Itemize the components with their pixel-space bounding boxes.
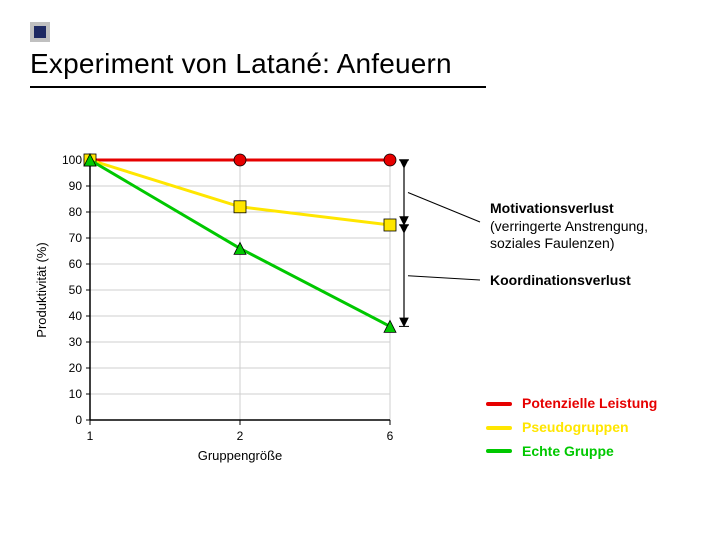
svg-text:50: 50 [69, 283, 83, 297]
svg-text:1: 1 [87, 429, 94, 443]
svg-text:Gruppengröße: Gruppengröße [198, 448, 283, 463]
slide-bullet-icon [30, 22, 50, 42]
svg-text:70: 70 [69, 231, 83, 245]
legend-swatch [486, 449, 512, 453]
svg-text:60: 60 [69, 257, 83, 271]
legend-swatch [486, 402, 512, 406]
legend-item: Potenzielle Leistung [486, 392, 657, 416]
productivity-chart: 0 10 20 30 40 50 60 70 80 90 100 1 2 6 Gruppengröße Pro… [30, 150, 410, 470]
svg-text:0: 0 [75, 413, 82, 427]
svg-text:2: 2 [237, 429, 244, 443]
svg-text:Produktivität (%): Produktivität (%) [34, 242, 49, 337]
legend-item: Pseudogruppen [486, 416, 657, 440]
legend-swatch [486, 426, 512, 430]
legend-label: Potenzielle Leistung [522, 392, 657, 416]
slide-title: Experiment von Latané: Anfeuern [30, 48, 452, 80]
svg-text:80: 80 [69, 205, 83, 219]
annotation-motivation: Motivationsverlust (verringerte Anstreng… [490, 200, 648, 253]
chart-legend: Potenzielle LeistungPseudogruppenEchte G… [486, 392, 657, 463]
svg-text:30: 30 [69, 335, 83, 349]
annotation-motivation-title: Motivationsverlust [490, 200, 614, 216]
svg-text:40: 40 [69, 309, 83, 323]
legend-label: Echte Gruppe [522, 440, 614, 464]
svg-text:6: 6 [387, 429, 394, 443]
annotation-motivation-subtitle: (verringerte Anstrengung,soziales Faulen… [490, 218, 648, 252]
svg-text:20: 20 [69, 361, 83, 375]
legend-item: Echte Gruppe [486, 440, 657, 464]
svg-text:10: 10 [69, 387, 83, 401]
svg-text:90: 90 [69, 179, 83, 193]
svg-text:100: 100 [62, 153, 82, 167]
legend-label: Pseudogruppen [522, 416, 629, 440]
annotation-koordination-title: Koordinationsverlust [490, 272, 631, 288]
annotation-koordination: Koordinationsverlust [490, 272, 631, 290]
title-underline [30, 86, 486, 88]
